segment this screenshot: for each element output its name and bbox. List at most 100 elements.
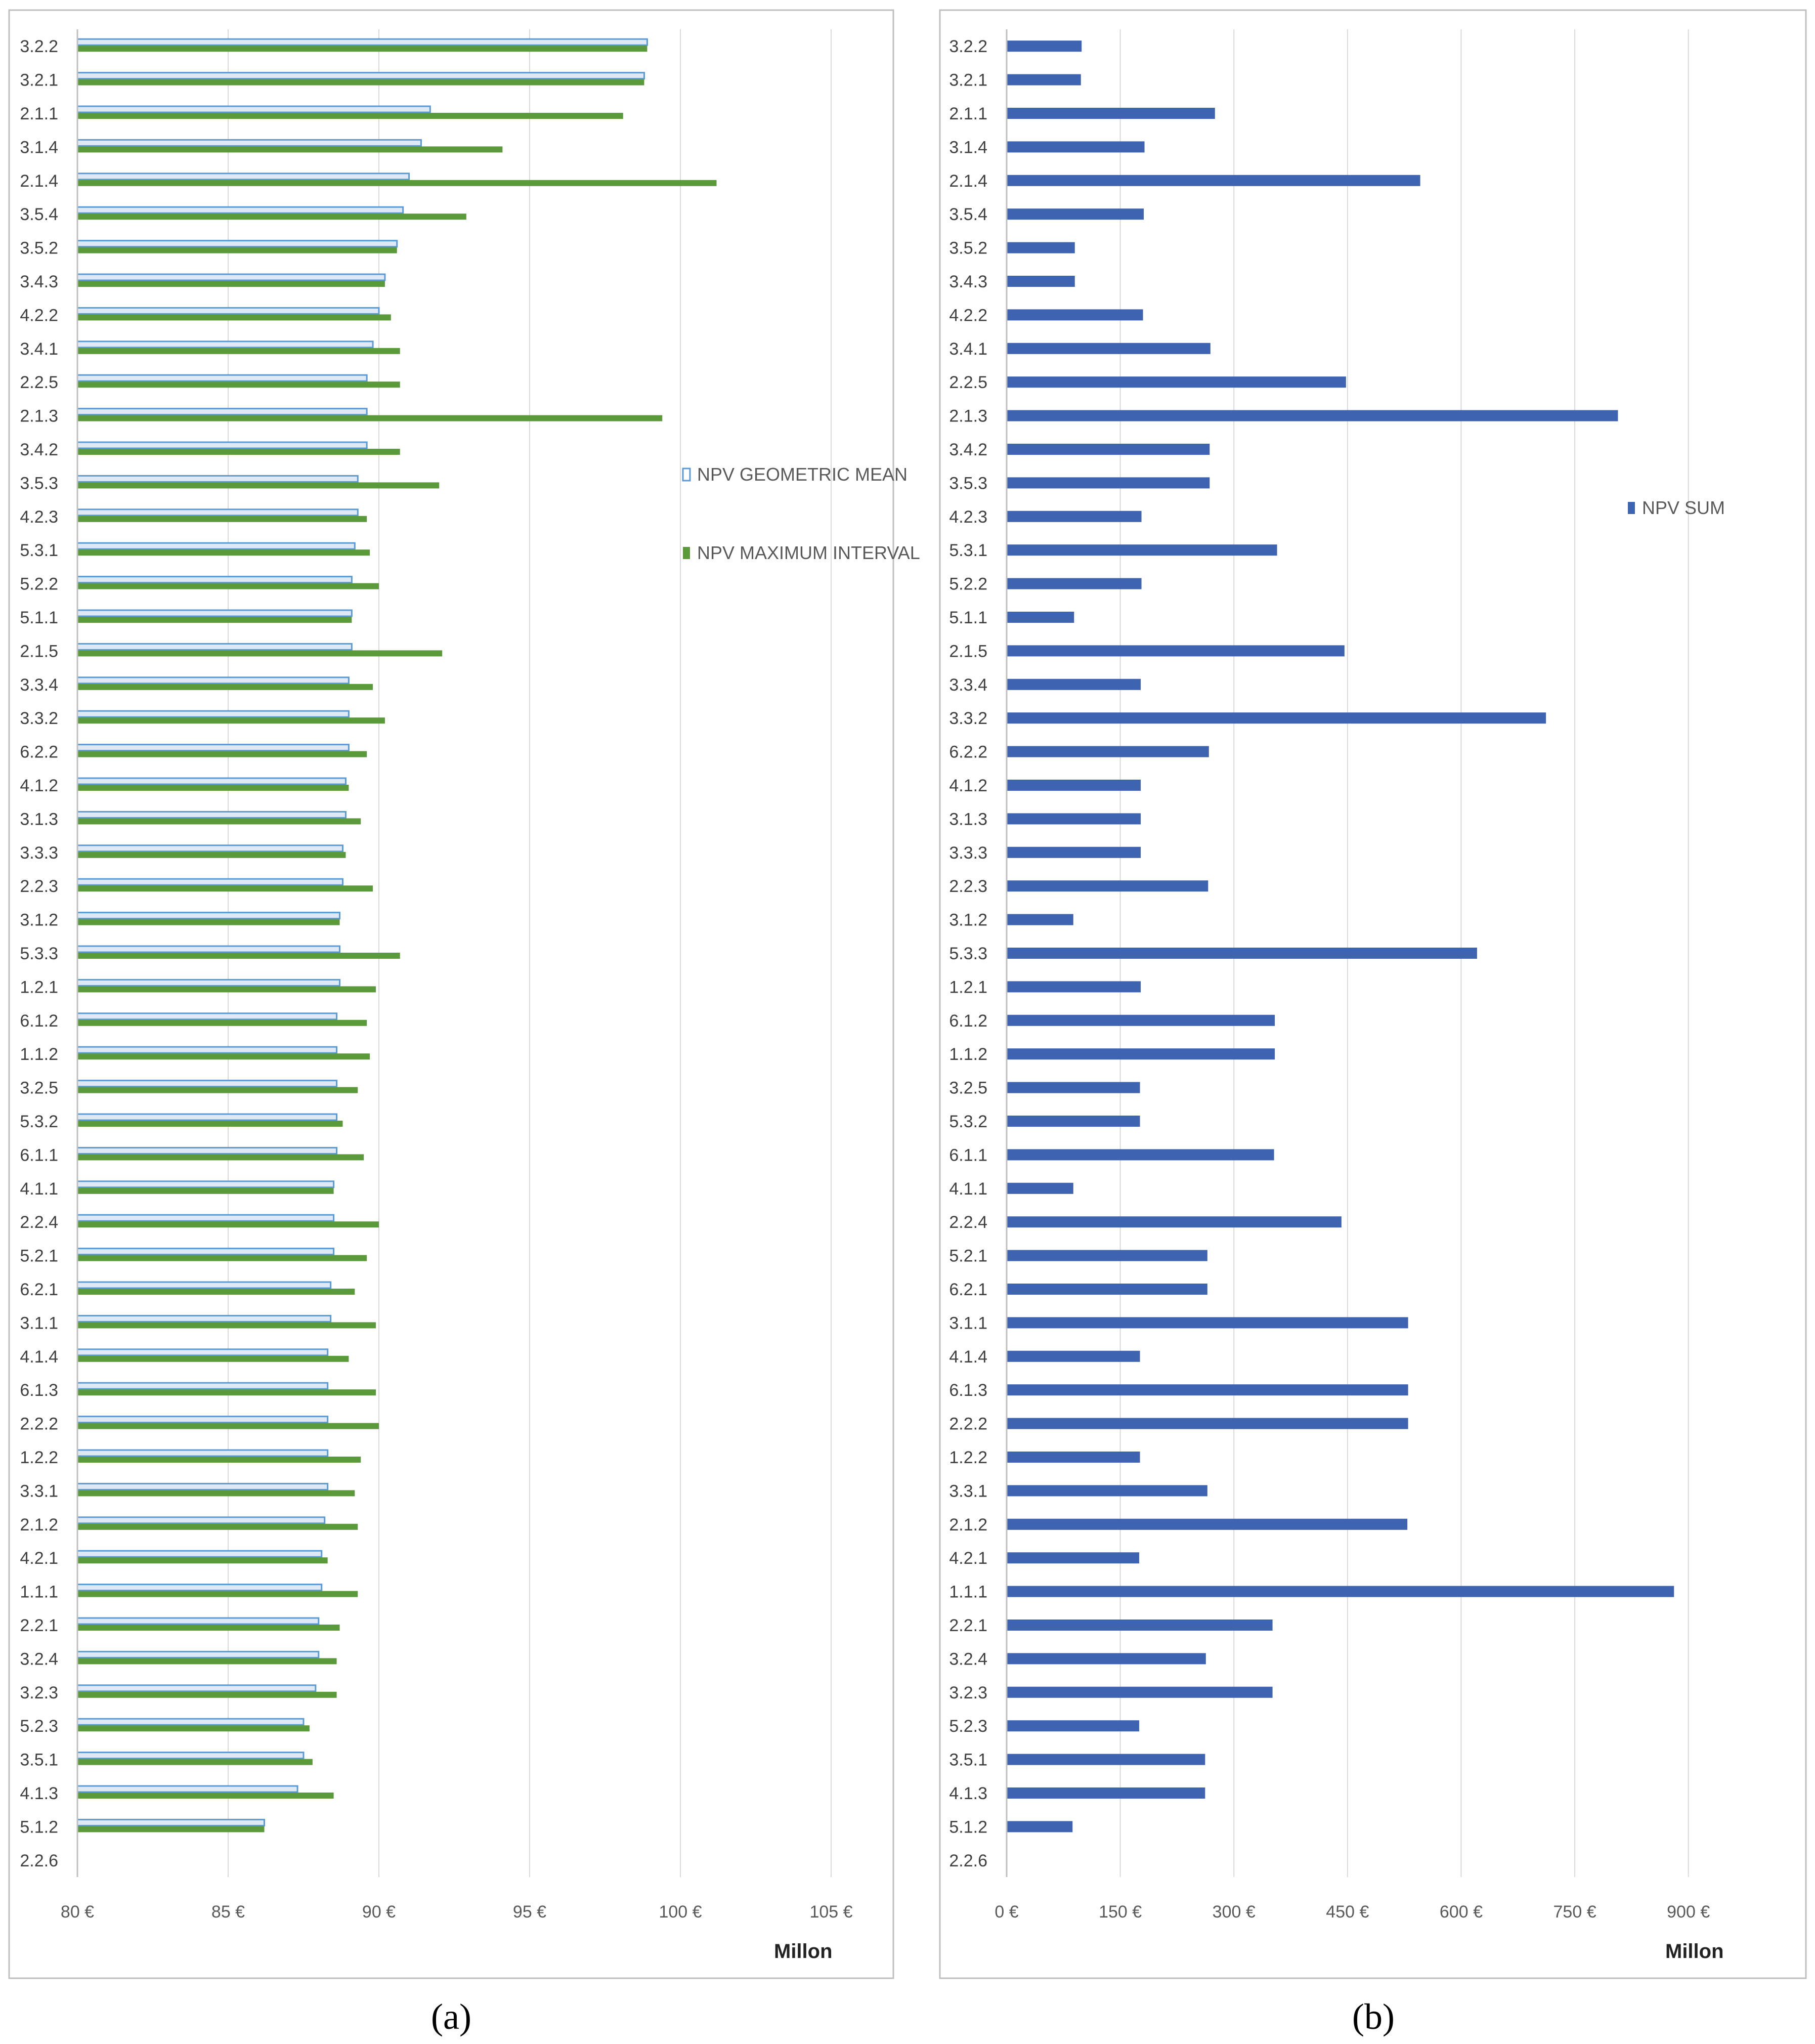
- bar-npv-sum: [1007, 1384, 1408, 1396]
- bar-npv-sum: [1007, 108, 1215, 119]
- bar-npv-sum: [1007, 1418, 1408, 1429]
- category-label: 3.5.3: [20, 474, 58, 493]
- bar-npv-geometric-mean: [76, 777, 347, 785]
- bar-npv-geometric-mean: [76, 1012, 338, 1020]
- bar-npv-sum: [1007, 1686, 1273, 1698]
- bar-npv-sum: [1007, 1014, 1275, 1026]
- bar-npv-geometric-mean: [76, 1718, 305, 1726]
- bar-npv-sum: [1007, 746, 1209, 757]
- bar-npv-sum: [1007, 1787, 1205, 1799]
- bar-npv-maximum-interval: [77, 1255, 367, 1261]
- bar-npv-maximum-interval: [77, 482, 440, 489]
- category-label: 2.2.1: [949, 1616, 987, 1635]
- category-label: 6.1.2: [20, 1011, 58, 1031]
- panel-b-legend: NPV SUM: [1628, 497, 1725, 518]
- category-label: 3.2.1: [20, 71, 58, 90]
- bar-npv-sum: [1007, 846, 1141, 858]
- category-label: 3.4.3: [20, 272, 58, 291]
- x-tick-label: 105 €: [809, 1902, 852, 1922]
- bar-npv-sum: [1007, 175, 1420, 186]
- category-label: 5.1.1: [20, 608, 58, 627]
- panel-b-category-labels: 3.2.2 3.2.1 2.1.1 3.1.4 2.1.4 3.5.4 3.5.2 3.4.3…: [949, 37, 987, 1870]
- category-label: 3.3.1: [949, 1481, 987, 1501]
- bar-npv-sum: [1007, 1284, 1207, 1295]
- category-label: 4.1.3: [20, 1784, 58, 1803]
- x-tick-label: 100 €: [659, 1902, 702, 1922]
- x-tick-label: 90 €: [362, 1902, 396, 1922]
- category-label: 6.2.1: [949, 1280, 987, 1299]
- bar-npv-maximum-interval: [77, 146, 503, 153]
- category-label: 6.2.1: [20, 1280, 58, 1299]
- bar-npv-sum: [1007, 981, 1141, 993]
- panel-a-chart: 3.2.2 3.2.1 2.1.1 3.1.4 2.1.4 3.5.4 3.5.2 3.4.3…: [8, 9, 920, 1979]
- category-label: 4.1.1: [949, 1179, 987, 1199]
- category-label: 5.1.2: [949, 1817, 987, 1837]
- legend-swatch-npv-sum: [1628, 502, 1635, 514]
- bar-npv-geometric-mean: [76, 1785, 298, 1793]
- bar-npv-geometric-mean: [76, 1482, 329, 1491]
- x-tick-label: 450 €: [1326, 1902, 1369, 1922]
- bar-npv-geometric-mean: [76, 1146, 338, 1155]
- category-label: 2.2.6: [949, 1851, 987, 1870]
- panel-a-category-labels: 3.2.2 3.2.1 2.1.1 3.1.4 2.1.4 3.5.4 3.5.2 3.4.3…: [20, 37, 58, 1870]
- category-label: 5.3.1: [949, 541, 987, 560]
- bar-npv-geometric-mean: [76, 1818, 266, 1826]
- category-label: 3.2.1: [949, 71, 987, 90]
- x-tick-label: 80 €: [61, 1902, 94, 1922]
- bar-npv-geometric-mean: [76, 643, 353, 651]
- category-label: 4.2.2: [20, 306, 58, 325]
- bar-npv-maximum-interval: [77, 1591, 358, 1597]
- bar-npv-maximum-interval: [77, 348, 400, 354]
- bar-npv-maximum-interval: [77, 180, 717, 186]
- bar-npv-sum: [1007, 1653, 1206, 1665]
- bar-npv-sum: [1007, 1754, 1205, 1765]
- x-tick-label: 95 €: [513, 1902, 546, 1922]
- bar-npv-geometric-mean: [76, 1449, 329, 1457]
- bar-npv-maximum-interval: [77, 1053, 370, 1060]
- category-label: 2.2.5: [20, 373, 58, 392]
- bar-npv-maximum-interval: [77, 1154, 364, 1161]
- category-label: 3.4.1: [949, 339, 987, 359]
- bar-npv-maximum-interval: [77, 885, 373, 892]
- category-label: 3.2.3: [949, 1683, 987, 1702]
- category-label: 1.2.1: [949, 977, 987, 997]
- bar-npv-sum: [1007, 477, 1210, 489]
- category-label: 3.1.1: [949, 1313, 987, 1333]
- bar-npv-sum: [1007, 1317, 1408, 1329]
- bar-npv-maximum-interval: [77, 818, 361, 825]
- category-label: 2.1.1: [20, 104, 58, 123]
- bar-npv-maximum-interval: [77, 247, 397, 253]
- category-label: 5.2.2: [949, 575, 987, 594]
- bar-npv-geometric-mean: [76, 1248, 335, 1256]
- category-label: 3.3.4: [949, 675, 987, 695]
- category-label: 4.2.3: [20, 507, 58, 527]
- bar-npv-sum: [1007, 141, 1145, 153]
- bar-npv-geometric-mean: [76, 844, 343, 853]
- category-label: 4.2.3: [949, 507, 987, 527]
- bar-npv-maximum-interval: [77, 1625, 340, 1631]
- category-label: 2.1.2: [949, 1515, 987, 1535]
- bar-npv-maximum-interval: [77, 1322, 376, 1329]
- panel-b-border: [939, 9, 1807, 1979]
- bar-npv-geometric-mean: [76, 1584, 323, 1592]
- bar-npv-geometric-mean: [76, 1281, 332, 1289]
- panel-a-x-axis-unit: Millon: [774, 1940, 833, 1963]
- bar-npv-geometric-mean: [76, 240, 398, 248]
- category-label: 2.2.4: [20, 1213, 58, 1232]
- category-label: 5.3.2: [949, 1112, 987, 1131]
- bar-npv-sum: [1007, 1082, 1140, 1093]
- category-label: 3.3.1: [20, 1481, 58, 1501]
- bar-npv-geometric-mean: [76, 1214, 335, 1222]
- bar-npv-geometric-mean: [76, 811, 347, 819]
- bar-npv-sum: [1007, 444, 1210, 455]
- category-label: 4.1.4: [20, 1347, 58, 1367]
- bar-npv-sum: [1007, 780, 1141, 791]
- category-label: 2.1.4: [20, 172, 58, 191]
- category-label: 5.2.3: [20, 1717, 58, 1736]
- bar-npv-sum: [1007, 1116, 1140, 1127]
- bar-npv-geometric-mean: [76, 1348, 329, 1356]
- category-label: 3.1.2: [949, 911, 987, 930]
- bar-npv-maximum-interval: [77, 314, 391, 321]
- bar-npv-maximum-interval: [77, 516, 367, 522]
